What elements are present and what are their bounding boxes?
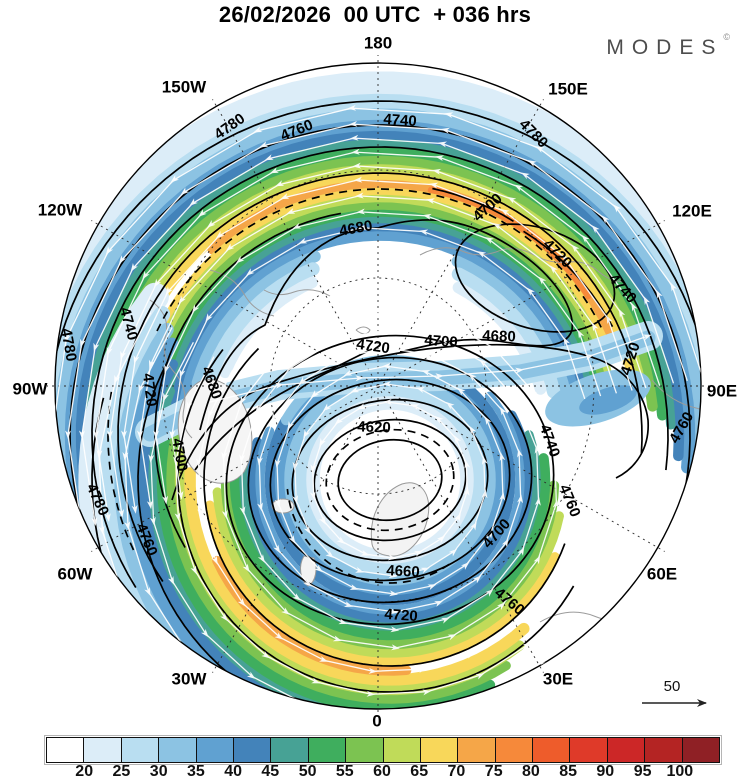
colorbar-cell: [83, 738, 121, 762]
colorbar-tick-label: 80: [521, 763, 540, 780]
contour-label: 4660: [386, 562, 420, 581]
longitude-label: 60E: [647, 564, 677, 583]
colorbar-cell: [494, 738, 533, 762]
contour-label: 4780: [57, 327, 80, 363]
colorbar-tick-label: 70: [447, 763, 466, 780]
colorbar-tick-label: 65: [410, 763, 429, 780]
colorbar-tick-label: 50: [298, 763, 317, 780]
colorbar-tick-label: 60: [373, 763, 391, 780]
contour-label: 4680: [338, 217, 374, 240]
colorbar-cell: [606, 738, 645, 762]
longitude-label: 30E: [543, 669, 573, 688]
colorbar-cell: [457, 738, 495, 762]
longitude-label: 180: [364, 33, 392, 52]
colorbar-tick-label: 85: [559, 763, 577, 780]
modes-logo: MODES©: [606, 32, 730, 60]
longitude-label: 30W: [172, 669, 208, 688]
contour-label: 4720: [384, 606, 418, 625]
colorbar-tick-label: 40: [224, 763, 242, 780]
colorbar-cell: [569, 738, 607, 762]
colorbar-cell: [419, 738, 458, 762]
contour-label: 4680: [482, 327, 516, 345]
colorbar-cell: [307, 738, 346, 762]
chart-title: 26/02/2026 00 UTC + 036 hrs: [218, 2, 532, 27]
colorbar-cell: [47, 738, 84, 762]
contour-label: 4700: [424, 332, 458, 351]
longitude-label: 90E: [707, 381, 737, 400]
longitude-label: 120W: [38, 200, 83, 219]
colorbar-cell: [120, 738, 159, 762]
contour-label: 4720: [355, 336, 390, 357]
colorbar-tick-label: 30: [149, 763, 168, 780]
colorbar-tick-label: 25: [112, 763, 131, 780]
contour-label: 4620: [357, 418, 391, 436]
colorbar-tick-label: 55: [335, 763, 354, 780]
colorbar-tick-label: 90: [596, 763, 615, 780]
contour-label: 4740: [383, 111, 417, 130]
wind-ref-label: 50: [664, 678, 681, 695]
colorbar-tick-label: 45: [261, 763, 280, 780]
colorbar-cell: [270, 738, 308, 762]
longitude-label: 0: [372, 711, 381, 730]
colorbar-tick-label: 100: [666, 763, 694, 780]
colorbar-cell: [158, 738, 196, 762]
colorbar-cell: [382, 738, 420, 762]
longitude-label: 60W: [58, 564, 94, 583]
colorbar-cell: [345, 738, 383, 762]
longitude-label: 150E: [548, 79, 588, 98]
colorbar-tick-label: 75: [484, 763, 503, 780]
colorbar-ticks: 20 25 30 35 40 45 50 55 60 65 70 75 80 85 90 95 100: [47, 763, 717, 781]
longitude-label: 120E: [672, 201, 712, 220]
colorbar-cell: [644, 738, 682, 762]
longitude-labels: 180 150W 150E 120W 120E 90W 90E 60W 60E 30W 30E 0: [13, 33, 738, 730]
colorbar-tick-label: 95: [633, 763, 652, 780]
colorbar-cell: [681, 738, 720, 762]
contour-label: 4700: [168, 437, 191, 473]
colorbar-tick-label: 20: [75, 763, 94, 780]
contour-label: 4720: [139, 372, 160, 407]
longitude-label: 150W: [162, 77, 207, 96]
colorbar-tick-label: 35: [186, 763, 205, 780]
colorbar-cell: [232, 738, 271, 762]
colorbar-cell: [195, 738, 233, 762]
longitude-label: 90W: [13, 379, 49, 398]
colorbar-cell: [532, 738, 570, 762]
wind-reference-legend: 50: [642, 678, 707, 707]
modes-logo-text: MODES: [606, 36, 724, 59]
copyright-mark: ©: [723, 32, 730, 42]
colorbar: [44, 735, 722, 765]
